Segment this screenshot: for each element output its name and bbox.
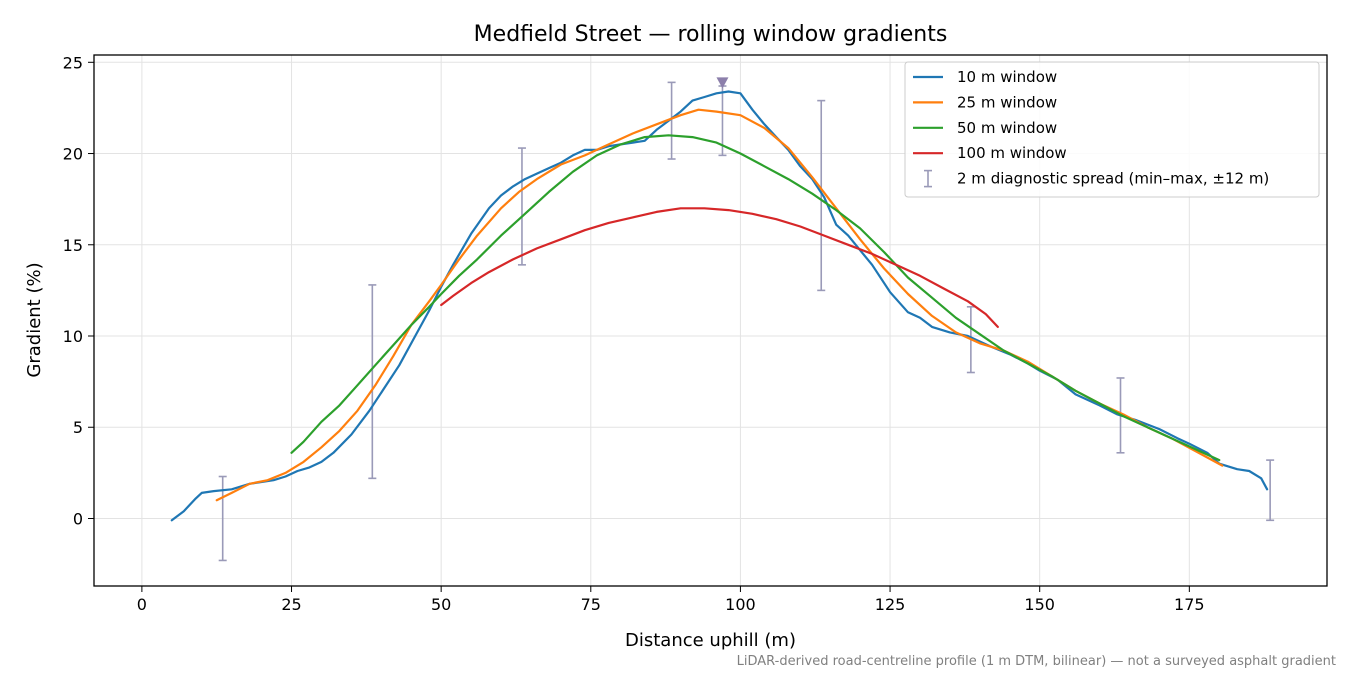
x-axis-label: Distance uphill (m) (625, 630, 796, 651)
legend-label: 50 m window (957, 119, 1057, 137)
series-line-3 (290, 134, 1221, 462)
y-tick-label: 10 (63, 327, 83, 346)
y-tick-label: 20 (63, 145, 83, 164)
y-tick-label: 0 (73, 509, 83, 528)
y-tick-label: 5 (73, 418, 83, 437)
x-tick-label: 150 (1024, 595, 1055, 614)
legend: 10 m window 25 m window 50 m window 100 m w… (904, 61, 1320, 198)
legend-label: 100 m window (957, 144, 1067, 162)
peak-marker-icon (716, 77, 729, 89)
error-bars (218, 81, 1275, 562)
axis-ticks: 0 25 50 75 100 125 150 175 0 5 10 15 20 25 (63, 53, 1205, 614)
error-bar (368, 284, 377, 480)
series-line-2 (215, 108, 1224, 502)
error-bar (667, 81, 676, 160)
footnote: LiDAR-derived road-centreline profile (1… (737, 654, 1336, 669)
chart-title: Medfield Street — rolling window gradien… (474, 22, 948, 47)
legend-box (904, 61, 1320, 198)
x-tick-label: 0 (137, 595, 147, 614)
plot-frame (93, 54, 1328, 587)
x-tick-label: 50 (431, 595, 451, 614)
legend-label: 10 m window (957, 68, 1057, 86)
peak-marker-group (716, 77, 729, 89)
legend-label: 2 m diagnostic spread (min–max, ±12 m) (957, 170, 1269, 188)
x-tick-label: 75 (581, 595, 601, 614)
x-tick-label: 100 (725, 595, 756, 614)
x-tick-label: 25 (281, 595, 301, 614)
error-bar (1266, 459, 1275, 522)
y-tick-label: 15 (63, 236, 83, 255)
series-line-4 (440, 207, 999, 328)
y-axis-label: Gradient (%) (24, 262, 45, 377)
y-tick-label: 25 (63, 53, 83, 72)
error-bar (817, 99, 826, 292)
x-tick-label: 125 (875, 595, 906, 614)
legend-label: 25 m window (957, 93, 1057, 111)
error-bar (517, 147, 526, 266)
x-tick-label: 175 (1174, 595, 1205, 614)
series-lines (170, 90, 1269, 522)
